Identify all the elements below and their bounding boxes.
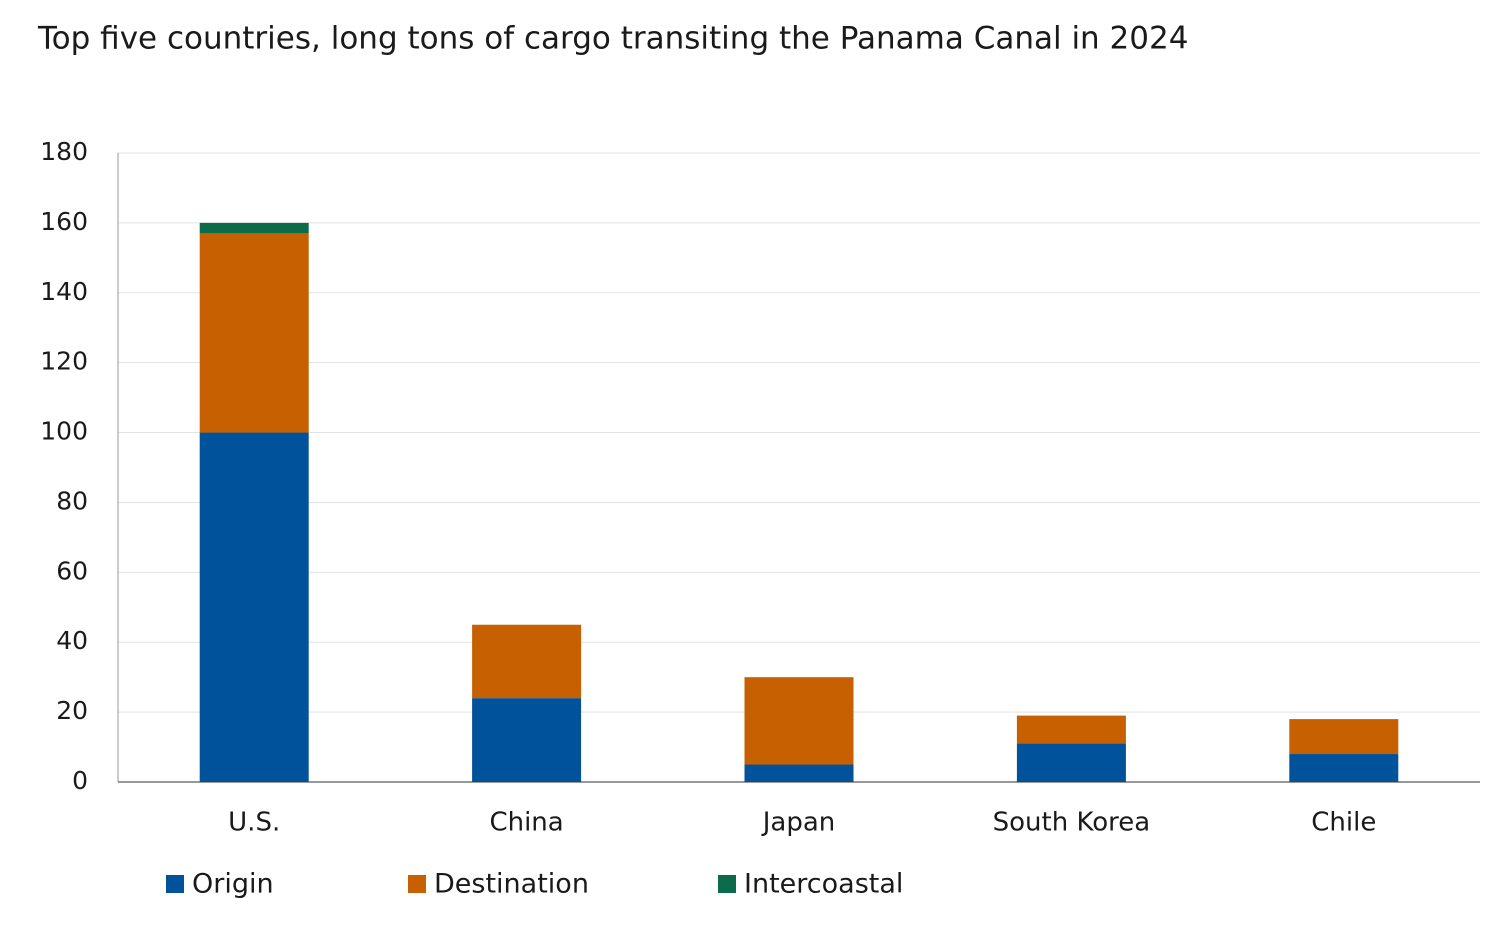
bar-segment	[1289, 754, 1399, 782]
legend-swatch	[408, 875, 426, 893]
legend-label: Intercoastal	[744, 869, 903, 900]
bar-segment	[199, 222, 309, 234]
x-tick-label: Chile	[1311, 808, 1376, 838]
bar-segment	[199, 233, 309, 433]
x-tick-label: Japan	[761, 808, 836, 838]
x-tick-label: South Korea	[993, 808, 1151, 838]
chart-title: Top five countries, long tons of cargo t…	[37, 21, 1188, 57]
y-tick-label: 180	[40, 137, 88, 166]
y-tick-label: 80	[56, 486, 88, 515]
legend-swatch	[718, 875, 736, 893]
bar-segment	[1289, 719, 1399, 755]
legend-label: Origin	[192, 869, 274, 900]
bar-segment	[1016, 743, 1126, 782]
y-tick-label: 60	[56, 556, 88, 585]
bar-segment	[1016, 715, 1126, 744]
y-tick-label: 120	[40, 347, 88, 376]
x-tick-label: U.S.	[228, 808, 280, 838]
bar-segment	[199, 432, 309, 782]
legend-label: Destination	[434, 869, 589, 900]
y-tick-label: 100	[40, 417, 88, 446]
y-tick-label: 160	[40, 207, 88, 236]
y-tick-label: 40	[56, 626, 88, 655]
bar-segment	[744, 677, 854, 765]
x-tick-label: China	[489, 808, 563, 838]
bar-segment	[472, 698, 582, 782]
y-tick-label: 140	[40, 277, 88, 306]
bar-segment	[744, 764, 854, 782]
bar-segment	[472, 624, 582, 699]
y-tick-label: 0	[72, 766, 88, 795]
legend-swatch	[166, 875, 184, 893]
y-tick-label: 20	[56, 696, 88, 725]
